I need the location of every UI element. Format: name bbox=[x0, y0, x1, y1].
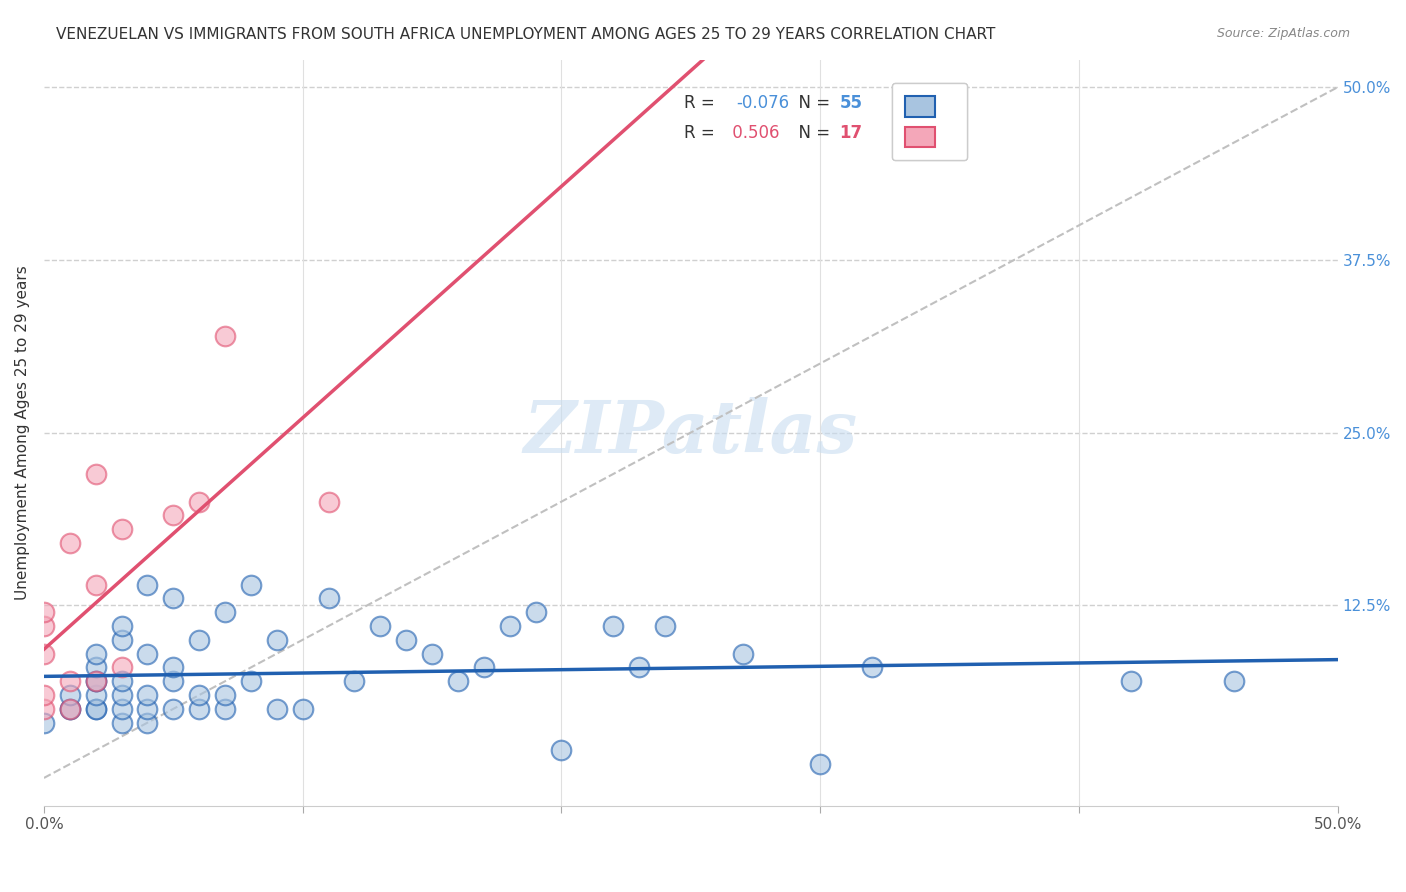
Point bbox=[1223, 674, 1246, 689]
Point bbox=[420, 647, 443, 661]
Point bbox=[550, 743, 572, 757]
Point bbox=[239, 577, 262, 591]
Point bbox=[110, 660, 132, 674]
Point bbox=[162, 508, 184, 523]
Point bbox=[32, 688, 55, 702]
Point bbox=[162, 702, 184, 716]
Point bbox=[498, 619, 520, 633]
Point bbox=[214, 702, 236, 716]
Point bbox=[627, 660, 650, 674]
Point bbox=[188, 632, 211, 647]
Point bbox=[84, 577, 107, 591]
Point bbox=[84, 674, 107, 689]
Point bbox=[318, 591, 340, 606]
Point bbox=[110, 522, 132, 536]
Y-axis label: Unemployment Among Ages 25 to 29 years: Unemployment Among Ages 25 to 29 years bbox=[15, 265, 30, 600]
Point bbox=[110, 674, 132, 689]
Text: 0.506: 0.506 bbox=[727, 124, 779, 142]
Point bbox=[84, 467, 107, 481]
Point bbox=[59, 702, 82, 716]
Legend:  ,  : , bbox=[891, 83, 967, 161]
Point bbox=[654, 619, 676, 633]
Point bbox=[32, 702, 55, 716]
Point bbox=[84, 647, 107, 661]
Point bbox=[214, 605, 236, 619]
Point bbox=[84, 674, 107, 689]
Point bbox=[59, 688, 82, 702]
Point bbox=[110, 632, 132, 647]
Point bbox=[808, 757, 831, 772]
Point bbox=[84, 674, 107, 689]
Point bbox=[1119, 674, 1142, 689]
Point bbox=[524, 605, 547, 619]
Point bbox=[472, 660, 495, 674]
Point bbox=[318, 494, 340, 508]
Point bbox=[59, 674, 82, 689]
Point bbox=[110, 702, 132, 716]
Point bbox=[239, 674, 262, 689]
Point bbox=[84, 702, 107, 716]
Text: R =: R = bbox=[685, 94, 720, 112]
Point bbox=[266, 632, 288, 647]
Point bbox=[32, 647, 55, 661]
Point bbox=[32, 715, 55, 730]
Point bbox=[188, 688, 211, 702]
Text: -0.076: -0.076 bbox=[737, 94, 789, 112]
Point bbox=[136, 577, 159, 591]
Text: N =: N = bbox=[787, 94, 835, 112]
Point bbox=[136, 647, 159, 661]
Point bbox=[188, 494, 211, 508]
Point bbox=[84, 660, 107, 674]
Point bbox=[731, 647, 754, 661]
Text: ZIPatlas: ZIPatlas bbox=[523, 397, 858, 468]
Point bbox=[266, 702, 288, 716]
Point bbox=[162, 660, 184, 674]
Point bbox=[32, 619, 55, 633]
Point bbox=[136, 715, 159, 730]
Point bbox=[368, 619, 391, 633]
Text: VENEZUELAN VS IMMIGRANTS FROM SOUTH AFRICA UNEMPLOYMENT AMONG AGES 25 TO 29 YEAR: VENEZUELAN VS IMMIGRANTS FROM SOUTH AFRI… bbox=[56, 27, 995, 42]
Point bbox=[447, 674, 470, 689]
Point bbox=[343, 674, 366, 689]
Point bbox=[291, 702, 314, 716]
Text: 55: 55 bbox=[839, 94, 862, 112]
Point bbox=[214, 329, 236, 343]
Point bbox=[602, 619, 624, 633]
Point bbox=[110, 688, 132, 702]
Point bbox=[110, 715, 132, 730]
Point bbox=[214, 688, 236, 702]
Text: Source: ZipAtlas.com: Source: ZipAtlas.com bbox=[1216, 27, 1350, 40]
Point bbox=[59, 702, 82, 716]
Point bbox=[136, 688, 159, 702]
Point bbox=[59, 702, 82, 716]
Point bbox=[136, 702, 159, 716]
Point bbox=[162, 591, 184, 606]
Point bbox=[188, 702, 211, 716]
Point bbox=[59, 536, 82, 550]
Text: 17: 17 bbox=[839, 124, 863, 142]
Text: R =: R = bbox=[685, 124, 720, 142]
Point bbox=[860, 660, 883, 674]
Point bbox=[110, 619, 132, 633]
Point bbox=[84, 688, 107, 702]
Point bbox=[84, 702, 107, 716]
Text: N =: N = bbox=[787, 124, 835, 142]
Point bbox=[395, 632, 418, 647]
Point bbox=[162, 674, 184, 689]
Point bbox=[32, 605, 55, 619]
